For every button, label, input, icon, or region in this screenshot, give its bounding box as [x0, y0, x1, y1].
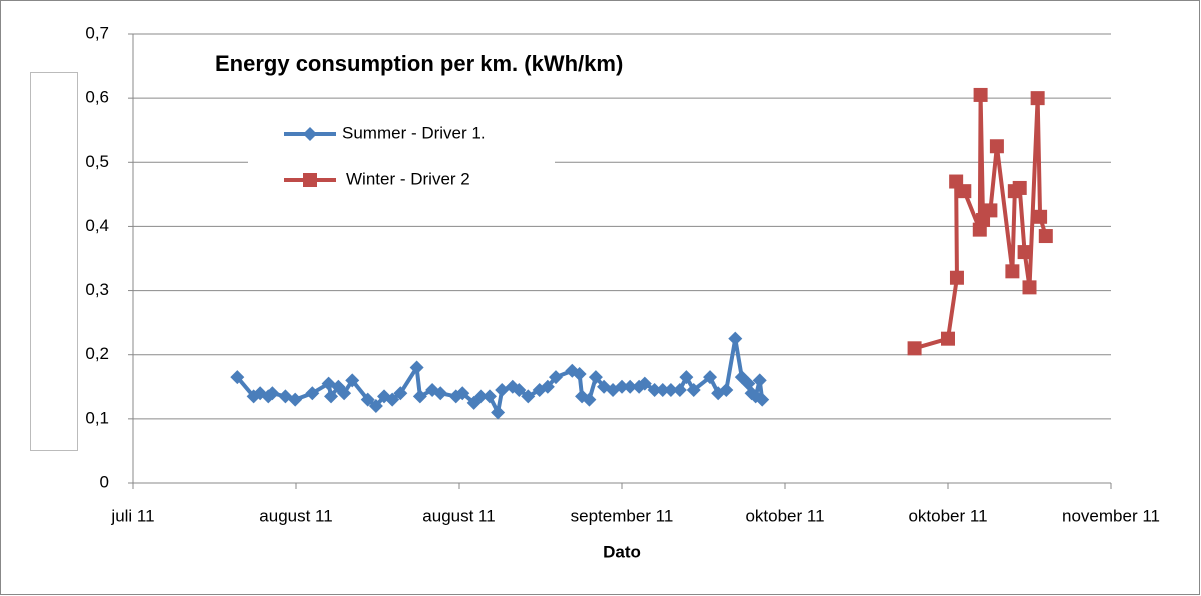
marker	[719, 382, 734, 397]
marker	[588, 370, 603, 385]
marker	[957, 184, 972, 199]
marker	[1012, 180, 1027, 195]
marker	[989, 139, 1004, 154]
marker	[1022, 280, 1037, 295]
marker	[1033, 209, 1048, 224]
marker	[1005, 264, 1020, 279]
marker	[647, 382, 662, 397]
marker	[655, 382, 670, 397]
y-tick-label: 0,2	[85, 344, 109, 363]
marker	[303, 173, 317, 187]
marker	[324, 389, 339, 404]
x-tick-label: august 11	[422, 506, 495, 525]
y-tick-label: 0,6	[85, 88, 109, 107]
marker	[679, 370, 694, 385]
marker	[368, 399, 383, 414]
y-tick-label: 0,4	[85, 216, 109, 235]
x-tick-label: juli 11	[110, 506, 154, 525]
marker	[288, 392, 303, 407]
marker	[907, 341, 922, 356]
marker	[615, 379, 629, 394]
empty-box	[30, 72, 78, 451]
marker	[672, 382, 687, 397]
marker	[540, 379, 555, 394]
marker	[495, 382, 510, 397]
marker	[474, 389, 489, 404]
marker	[409, 360, 424, 375]
legend-label: Summer - Driver 1.	[342, 123, 486, 142]
marker	[455, 386, 470, 401]
x-tick-label: august 11	[259, 506, 332, 525]
x-tick-label: oktober 11	[908, 506, 987, 525]
marker	[303, 127, 317, 141]
marker	[1030, 91, 1045, 106]
marker	[385, 392, 400, 407]
marker	[755, 392, 770, 407]
marker	[752, 373, 767, 388]
x-axis-title: Dato	[603, 542, 641, 561]
marker	[728, 331, 743, 346]
y-tick-label: 0,1	[85, 408, 109, 427]
y-tick-label: 0,5	[85, 152, 109, 171]
marker	[265, 386, 280, 401]
y-tick-label: 0	[100, 472, 109, 491]
marker	[360, 392, 375, 407]
marker	[393, 386, 408, 401]
marker	[941, 331, 955, 346]
marker	[521, 389, 536, 404]
marker	[1038, 229, 1053, 244]
marker	[623, 379, 638, 394]
marker	[703, 370, 718, 385]
marker	[663, 382, 678, 397]
legend-label: Winter - Driver 2	[346, 169, 470, 188]
marker	[572, 366, 587, 381]
chart-title: Energy consumption per km. (kWh/km)	[215, 51, 623, 76]
marker	[433, 386, 448, 401]
marker	[305, 386, 320, 401]
marker	[512, 382, 527, 397]
marker	[491, 405, 506, 420]
marker	[482, 389, 497, 404]
marker	[949, 270, 964, 285]
marker	[337, 386, 352, 401]
marker	[686, 382, 701, 397]
marker	[582, 392, 597, 407]
y-tick-label: 0,7	[85, 23, 109, 42]
x-tick-label: september 11	[571, 506, 674, 525]
marker	[1017, 245, 1032, 260]
marker	[973, 87, 988, 102]
y-tick-label: 0,3	[85, 280, 109, 299]
marker	[230, 370, 245, 385]
marker	[637, 376, 652, 391]
marker	[345, 373, 360, 388]
x-tick-label: oktober 11	[745, 506, 824, 525]
marker	[548, 370, 563, 385]
x-tick-label: november 11	[1062, 506, 1160, 525]
marker	[983, 203, 998, 218]
marker	[412, 389, 427, 404]
